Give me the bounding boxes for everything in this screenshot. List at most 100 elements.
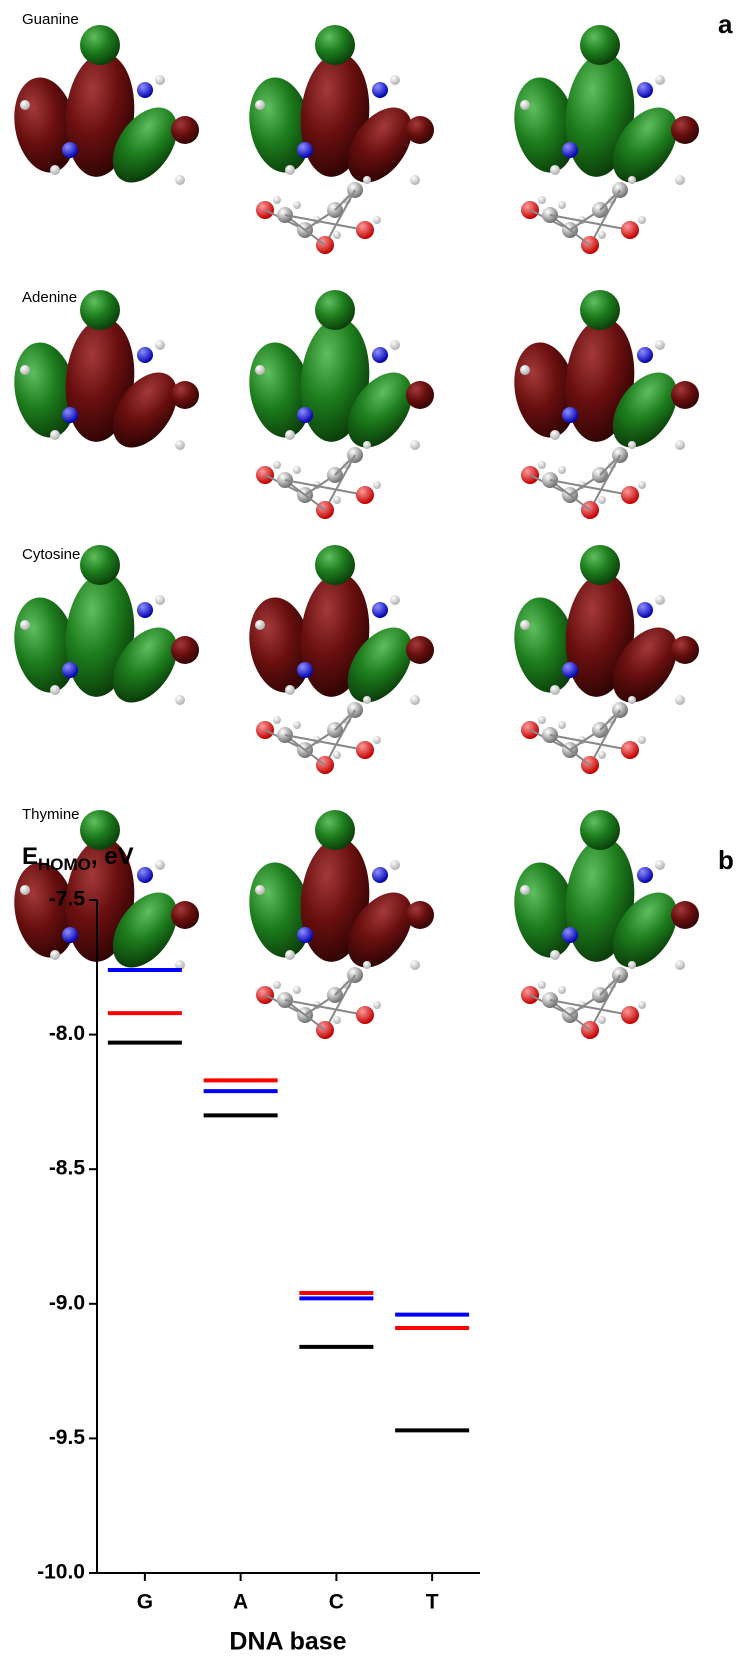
hydrogen-atom	[50, 950, 60, 960]
nitrogen-atom	[297, 927, 313, 943]
nitrogen-atom	[372, 347, 388, 363]
nitrogen-atom	[372, 82, 388, 98]
hydrogen-atom	[373, 1001, 381, 1009]
row-label: Cytosine	[22, 546, 80, 563]
row-label: Guanine	[22, 11, 79, 28]
hydrogen-atom	[175, 695, 185, 705]
orbital-lobe	[671, 116, 699, 144]
hydrogen-atom	[273, 981, 281, 989]
nitrogen-atom	[562, 662, 578, 678]
hydrogen-atom	[255, 885, 265, 895]
sugar-atom	[356, 486, 374, 504]
hydrogen-atom	[550, 685, 560, 695]
hydrogen-atom	[655, 860, 665, 870]
molecule	[242, 290, 434, 519]
hydrogen-atom	[20, 365, 30, 375]
orbital-lobe	[580, 290, 620, 330]
orbital-lobe	[80, 25, 120, 65]
hydrogen-atom	[333, 231, 341, 239]
x-tick-label: G	[137, 1591, 153, 1614]
hydrogen-atom	[538, 196, 546, 204]
hydrogen-atom	[390, 860, 400, 870]
y-axis-title-sub: HOMO	[38, 855, 91, 874]
hydrogen-atom	[675, 440, 685, 450]
nitrogen-atom	[137, 867, 153, 883]
hydrogen-atom	[50, 685, 60, 695]
orbital-lobe	[80, 290, 120, 330]
hydrogen-atom	[333, 496, 341, 504]
hydrogen-atom	[293, 721, 301, 729]
orbital-lobe	[671, 636, 699, 664]
hydrogen-atom	[558, 466, 566, 474]
hydrogen-atom	[638, 216, 646, 224]
nitrogen-atom	[62, 662, 78, 678]
hydrogen-atom	[255, 100, 265, 110]
molecule	[242, 810, 434, 1039]
hydrogen-atom	[675, 960, 685, 970]
hydrogen-atom	[285, 950, 295, 960]
y-tick-label: -8.5	[49, 1157, 86, 1180]
hydrogen-atom	[638, 736, 646, 744]
hydrogen-atom	[628, 441, 636, 449]
nitrogen-atom	[372, 867, 388, 883]
hydrogen-atom	[293, 466, 301, 474]
hydrogen-atom	[520, 620, 530, 630]
molecule	[242, 25, 434, 254]
hydrogen-atom	[598, 231, 606, 239]
sugar-atom	[356, 741, 374, 759]
nitrogen-atom	[137, 82, 153, 98]
hydrogen-atom	[50, 165, 60, 175]
hydrogen-atom	[155, 595, 165, 605]
orbital-lobe	[171, 116, 199, 144]
nitrogen-atom	[562, 927, 578, 943]
hydrogen-atom	[675, 175, 685, 185]
nitrogen-atom	[62, 927, 78, 943]
hydrogen-atom	[550, 165, 560, 175]
hydrogen-atom	[373, 216, 381, 224]
orbital-lobe	[406, 116, 434, 144]
sugar-atom	[356, 221, 374, 239]
x-tick-label: A	[233, 1591, 248, 1614]
y-tick-label: -9.5	[49, 1426, 86, 1449]
y-tick-label: -10.0	[37, 1561, 85, 1584]
hydrogen-atom	[655, 340, 665, 350]
orbital-lobe	[80, 545, 120, 585]
y-tick-label: -7.5	[49, 888, 86, 911]
orbital-lobe	[406, 381, 434, 409]
sugar-atom	[356, 1006, 374, 1024]
molecule	[7, 290, 199, 459]
orbital-lobe	[671, 901, 699, 929]
hydrogen-atom	[293, 986, 301, 994]
orbital-lobe	[580, 545, 620, 585]
x-axis-title: DNA base	[229, 1628, 346, 1656]
orbital-lobe	[406, 901, 434, 929]
nitrogen-atom	[637, 82, 653, 98]
x-tick-label: T	[426, 1591, 439, 1614]
hydrogen-atom	[255, 620, 265, 630]
hydrogen-atom	[20, 100, 30, 110]
row-label: Adenine	[22, 289, 77, 306]
hydrogen-atom	[363, 696, 371, 704]
nitrogen-atom	[562, 407, 578, 423]
hydrogen-atom	[558, 986, 566, 994]
panel-label: b	[718, 845, 734, 875]
orbital-lobe	[315, 810, 355, 850]
hydrogen-atom	[363, 176, 371, 184]
hydrogen-atom	[273, 196, 281, 204]
hydrogen-atom	[550, 950, 560, 960]
y-axis-title-unit: , eV	[91, 843, 134, 870]
y-axis-title: EHOMO, eV	[22, 843, 134, 874]
hydrogen-atom	[20, 620, 30, 630]
molecule	[507, 545, 699, 774]
nitrogen-atom	[372, 602, 388, 618]
orbital-lobe	[171, 636, 199, 664]
hydrogen-atom	[655, 595, 665, 605]
hydrogen-atom	[598, 496, 606, 504]
hydrogen-atom	[155, 340, 165, 350]
hydrogen-atom	[520, 885, 530, 895]
hydrogen-atom	[285, 685, 295, 695]
hydrogen-atom	[410, 695, 420, 705]
hydrogen-atom	[520, 100, 530, 110]
hydrogen-atom	[273, 716, 281, 724]
hydrogen-atom	[155, 75, 165, 85]
